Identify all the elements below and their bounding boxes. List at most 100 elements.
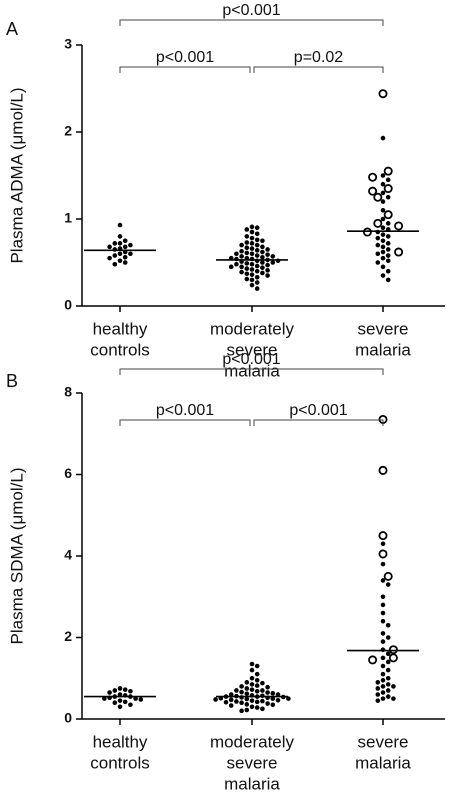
open-point	[368, 172, 378, 182]
point	[244, 686, 250, 691]
point	[107, 690, 112, 695]
point	[249, 224, 255, 230]
point	[380, 244, 386, 250]
point	[244, 680, 250, 685]
x-tick-label: malaria	[355, 753, 411, 772]
point	[380, 199, 386, 204]
point	[244, 276, 250, 282]
point	[260, 254, 265, 260]
point	[380, 561, 386, 567]
point	[112, 241, 118, 246]
point	[112, 261, 118, 267]
point	[234, 261, 239, 267]
y-tick-label: 2	[64, 628, 72, 644]
point	[107, 255, 112, 261]
point	[122, 244, 128, 250]
point	[375, 260, 381, 265]
y-tick-label: 1	[64, 210, 72, 226]
point	[265, 268, 270, 273]
point	[254, 268, 260, 274]
point	[380, 216, 386, 222]
point	[117, 692, 123, 697]
point	[385, 667, 391, 673]
point	[249, 267, 255, 272]
point	[385, 253, 391, 258]
point	[385, 268, 391, 274]
comparison-label: p=0.02	[294, 49, 343, 66]
point	[385, 675, 391, 681]
point	[385, 277, 391, 283]
point	[391, 684, 396, 689]
point	[117, 251, 123, 257]
point	[385, 635, 391, 640]
point	[385, 247, 391, 252]
point	[385, 258, 391, 264]
point	[254, 280, 260, 285]
point	[380, 208, 386, 213]
point	[270, 254, 276, 259]
point	[239, 242, 244, 248]
point	[380, 594, 386, 600]
comparison-bracket	[119, 419, 251, 426]
point	[239, 708, 244, 714]
point	[380, 255, 386, 261]
point	[380, 671, 386, 677]
open-point	[368, 655, 378, 665]
point	[380, 684, 386, 689]
point	[117, 686, 123, 691]
point	[244, 234, 250, 239]
point	[375, 251, 381, 257]
point	[112, 688, 118, 693]
point	[265, 252, 270, 257]
point	[128, 702, 133, 708]
point	[380, 639, 386, 644]
y-axis-label: Plasma ADMA (μmol/L)	[7, 87, 26, 263]
panel-label: B	[6, 371, 18, 391]
comparison-label: p<0.001	[156, 402, 214, 419]
point	[385, 194, 391, 200]
x-tick-label: moderately	[210, 732, 295, 751]
point	[239, 684, 244, 689]
point	[385, 622, 391, 628]
open-point	[378, 531, 388, 541]
point	[275, 697, 281, 703]
point	[375, 692, 381, 697]
open-point	[388, 653, 398, 663]
point	[254, 242, 260, 248]
point	[128, 251, 133, 257]
point	[260, 260, 265, 265]
point	[117, 241, 123, 246]
point	[385, 659, 391, 665]
open-point	[373, 218, 383, 228]
comparison-label: p<0.001	[289, 402, 347, 419]
point	[385, 651, 391, 657]
point	[375, 235, 381, 241]
point	[239, 269, 244, 275]
y-tick-label: 8	[64, 384, 72, 400]
comparison-bracket	[253, 66, 384, 73]
point	[254, 231, 260, 237]
x-tick-label: moderately	[210, 319, 295, 338]
x-tick-label: malaria	[224, 774, 280, 793]
point	[380, 690, 386, 695]
point	[117, 698, 123, 703]
x-tick-label: severe	[357, 732, 408, 751]
point	[128, 688, 133, 694]
point	[380, 232, 386, 237]
point	[254, 688, 260, 694]
point	[239, 689, 244, 695]
point	[260, 270, 265, 276]
point	[117, 234, 123, 239]
point	[117, 704, 123, 710]
point	[122, 254, 128, 260]
point	[260, 688, 265, 693]
point	[128, 242, 133, 248]
point	[385, 221, 391, 226]
point	[244, 240, 250, 245]
point	[375, 242, 381, 248]
y-tick-label: 2	[64, 123, 72, 139]
y-tick-label: 3	[64, 36, 72, 52]
point	[265, 247, 270, 252]
point	[270, 260, 276, 265]
